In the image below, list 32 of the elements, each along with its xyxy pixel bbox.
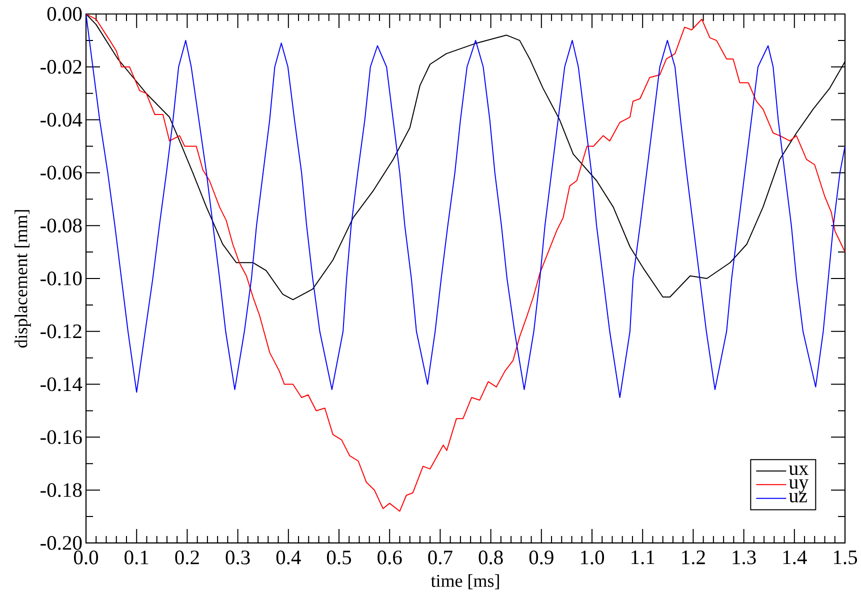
x-tick-label: 0.9 [529, 550, 554, 564]
x-tick-label: 1.4 [783, 550, 807, 564]
x-tick-label: 0.4 [276, 550, 301, 564]
legend-label: uz [788, 493, 807, 502]
x-tick-label: 0.3 [226, 550, 250, 564]
x-tick-label: 0.6 [378, 550, 402, 564]
x-tick-label: 0.1 [124, 550, 148, 564]
y-tick-label: -0.02 [40, 60, 82, 74]
x-tick-label: 1.5 [834, 550, 858, 564]
y-tick-label: -0.04 [40, 112, 82, 127]
y-tick-label: -0.08 [40, 218, 82, 233]
x-tick-label: 1.1 [632, 550, 654, 564]
legend-label: uy [788, 479, 809, 493]
x-tick-label: 0.2 [175, 550, 199, 564]
x-tick-label: 0.5 [326, 550, 352, 564]
y-tick-label: -0.06 [40, 166, 82, 180]
x-tick-label: 1.0 [580, 550, 604, 564]
x-tick-label: 0.8 [478, 550, 503, 564]
y-tick-label: 0.00 [47, 7, 82, 21]
x-tick-label: 0.0 [74, 550, 98, 564]
y-tick-label: -0.18 [40, 483, 82, 498]
x-tick-label: 1.3 [732, 550, 756, 564]
y-tick-label: -0.16 [40, 430, 82, 444]
y-axis-title: displacement [mm] [14, 210, 31, 348]
x-tick-label: 1.2 [682, 550, 705, 564]
y-tick-label: -0.14 [40, 377, 82, 392]
y-tick-label: -0.20 [40, 536, 82, 550]
y-tick-label: -0.12 [40, 324, 82, 338]
y-tick-label: -0.10 [40, 272, 82, 286]
x-axis-title: time [ms] [430, 574, 499, 590]
legend-label: ux [788, 466, 808, 476]
x-tick-label: 0.7 [428, 550, 452, 564]
